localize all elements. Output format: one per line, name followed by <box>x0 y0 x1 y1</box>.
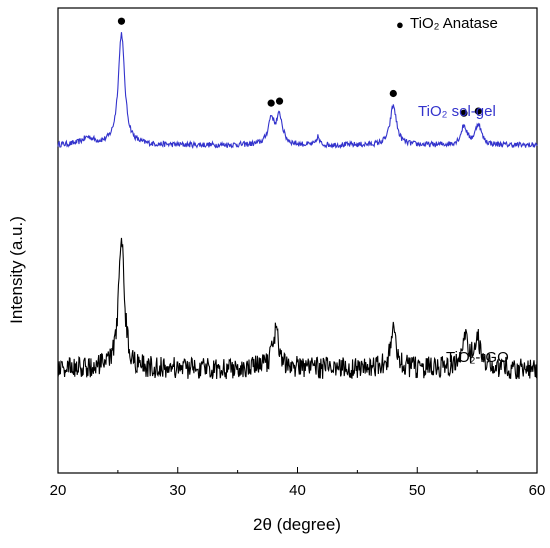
x-tick-label: 40 <box>289 482 306 499</box>
x-tick-label: 20 <box>50 482 67 499</box>
series-label-sol-gel: TiO₂ sol-gel <box>418 103 496 120</box>
anatase-marker <box>275 97 284 105</box>
x-ticks: 20 30 40 50 60 <box>50 467 546 499</box>
anatase-marker <box>474 107 482 115</box>
anatase-marker <box>267 99 275 107</box>
legend-label: TiO₂ Anatase <box>410 15 498 32</box>
x-tick-label: 50 <box>409 482 426 499</box>
legend: ● TiO₂ Anatase <box>396 15 498 32</box>
plot-frame <box>57 7 538 474</box>
anatase-marker <box>460 109 468 117</box>
anatase-marker <box>389 89 397 98</box>
series-label-rgo: TiO₂-rGO <box>446 349 509 366</box>
y-axis-title: Intensity (a.u.) <box>7 216 26 324</box>
legend-marker: ● <box>396 17 404 32</box>
anatase-marker <box>117 17 126 25</box>
x-tick-label: 30 <box>169 482 186 499</box>
curves <box>57 32 538 380</box>
series-line-0 <box>57 32 538 150</box>
series-line-1 <box>57 237 538 380</box>
x-tick-label: 60 <box>529 482 546 499</box>
x-axis-title: 2θ (degree) <box>253 515 341 534</box>
anatase-markers <box>117 17 482 117</box>
